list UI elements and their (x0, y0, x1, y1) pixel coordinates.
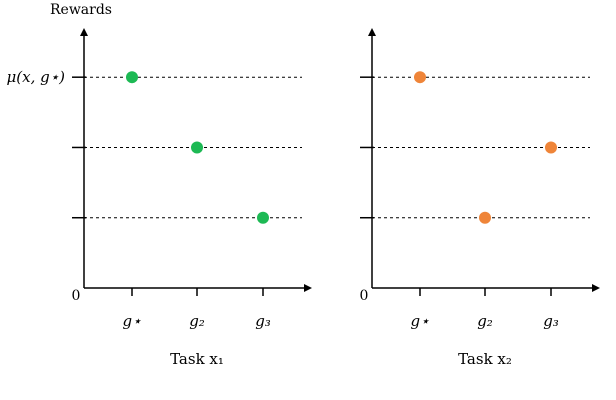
y-axis-label: Rewards (50, 2, 112, 18)
data-point (545, 141, 557, 154)
x-tick-label: g⋆ (411, 312, 430, 330)
x-tick-label: g₃ (543, 312, 559, 330)
x-tick-label: g⋆ (123, 312, 142, 330)
data-point (479, 211, 491, 224)
x-axis-label: Task x₂ (458, 350, 512, 368)
x-axis-arrow (592, 284, 600, 292)
x-axis-arrow (304, 284, 312, 292)
origin-label: 0 (360, 288, 369, 304)
y-tick-label: μ(x, g⋆) (7, 68, 66, 86)
y-axis-arrow (80, 28, 88, 36)
data-point (414, 71, 426, 84)
x-axis-label: Task x₁ (170, 350, 224, 368)
x-tick-label: g₂ (189, 312, 205, 330)
x-tick-label: g₂ (477, 312, 493, 330)
data-point (126, 71, 138, 84)
origin-label: 0 (72, 288, 81, 304)
y-axis-arrow (368, 28, 376, 36)
data-point (257, 211, 269, 224)
data-point (191, 141, 203, 154)
x-tick-label: g₃ (255, 312, 271, 330)
